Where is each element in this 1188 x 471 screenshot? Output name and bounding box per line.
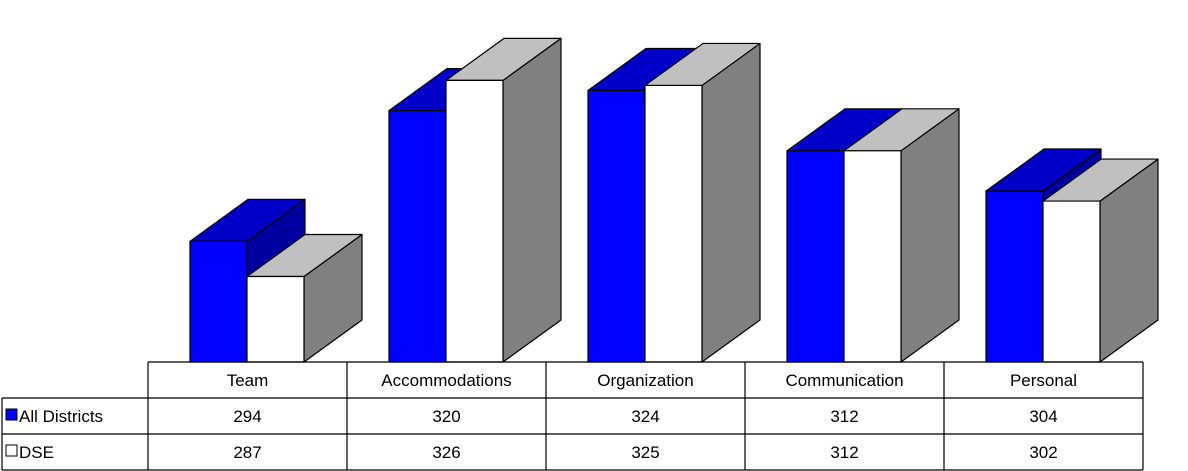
bar-front <box>644 84 703 363</box>
bar-front <box>786 150 845 363</box>
bar-dse-personal <box>1042 158 1159 363</box>
bar-front <box>189 240 248 363</box>
bar-front <box>246 275 305 363</box>
series-label-dse: DSE <box>19 443 54 462</box>
category-label-team: Team <box>227 371 269 390</box>
legend-key-all-districts <box>5 408 18 421</box>
series-label-all-districts: All Districts <box>19 407 103 426</box>
bar-front <box>1042 200 1101 363</box>
value-all-districts-team: 294 <box>233 407 261 426</box>
bars-layer <box>189 37 1159 363</box>
value-dse-team: 287 <box>233 443 261 462</box>
category-label-communication: Communication <box>785 371 903 390</box>
value-all-districts-accommodations: 320 <box>432 407 460 426</box>
bar-side <box>900 108 960 363</box>
value-all-districts-personal: 304 <box>1029 407 1057 426</box>
value-dse-accommodations: 326 <box>432 443 460 462</box>
bar-front <box>388 109 447 363</box>
bar-front <box>445 79 504 363</box>
bar-side <box>502 37 562 363</box>
bar-dse-organization <box>644 42 761 363</box>
bar-front <box>843 150 902 363</box>
bar-side <box>701 42 761 363</box>
data-table: Team Accommodations Organization Communicat… <box>1 361 1144 471</box>
bar-dse-accommodations <box>445 37 562 363</box>
bar-front <box>587 89 646 363</box>
category-label-organization: Organization <box>597 371 693 390</box>
bar-front <box>985 190 1044 363</box>
value-dse-personal: 302 <box>1029 443 1057 462</box>
value-all-districts-organization: 324 <box>631 407 659 426</box>
value-dse-communication: 312 <box>830 443 858 462</box>
category-label-personal: Personal <box>1010 371 1077 390</box>
value-all-districts-communication: 312 <box>830 407 858 426</box>
category-label-accommodations: Accommodations <box>381 371 511 390</box>
bar-dse-communication <box>843 108 960 363</box>
value-dse-organization: 325 <box>631 443 659 462</box>
legend-key-dse <box>5 444 18 457</box>
